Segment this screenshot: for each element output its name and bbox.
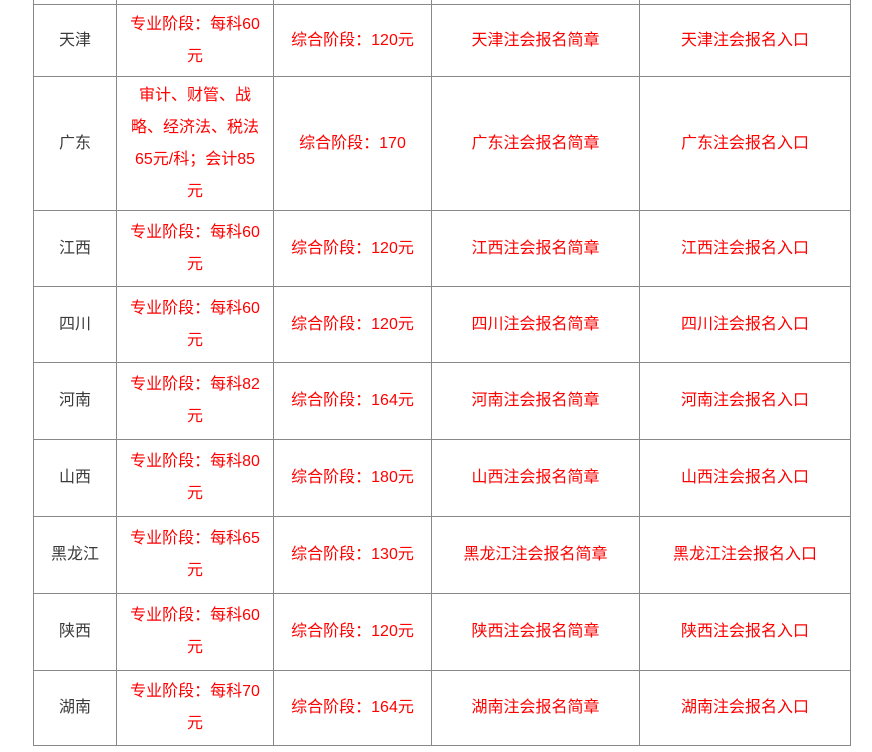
guide-link[interactable]: 山西注会报名简章	[471, 469, 600, 486]
guide-link[interactable]: 黑龙江注会报名简章	[463, 546, 608, 563]
table-row: 陕西 专业阶段：每科60 元 综合阶段：120元 陕西注会报名简章 陕西注会报名…	[33, 593, 851, 671]
comprehensive-fee-cell: 综合阶段：130元	[273, 516, 432, 594]
entry-cell: 陕西注会报名入口	[639, 593, 851, 671]
province-cell: 湖南	[33, 670, 117, 746]
comprehensive-fee-cell: 综合阶段：120元	[273, 210, 432, 287]
province-cell: 河南	[33, 362, 117, 440]
guide-cell: 四川注会报名简章	[431, 286, 640, 363]
province-cell: 陕西	[33, 593, 117, 671]
entry-link[interactable]: 山西注会报名入口	[680, 469, 809, 486]
guide-link[interactable]: 天津注会报名简章	[471, 31, 600, 49]
table-row: 江西 专业阶段：每科60 元 综合阶段：120元 江西注会报名简章 江西注会报名…	[33, 210, 851, 287]
guide-link[interactable]: 湖南注会报名简章	[471, 699, 600, 716]
province-cell: 山西	[33, 439, 117, 517]
comprehensive-fee-cell: 综合阶段：170	[273, 76, 432, 211]
professional-fee-cell: 专业阶段：每科60 元	[116, 593, 274, 671]
comprehensive-fee-cell: 综合阶段：120元	[273, 593, 432, 671]
entry-link[interactable]: 陕西注会报名入口	[680, 623, 809, 640]
professional-fee-cell: 专业阶段：每科80 元	[116, 439, 274, 517]
guide-cell: 陕西注会报名简章	[431, 593, 640, 671]
guide-cell: 天津注会报名简章	[431, 4, 640, 77]
professional-fee-cell: 专业阶段：每科82 元	[116, 362, 274, 440]
entry-cell: 江西注会报名入口	[639, 210, 851, 287]
province-cell: 江西	[33, 210, 117, 287]
table-row: 天津 专业阶段：每科60 元 综合阶段：120元 天津注会报名简章 天津注会报名…	[33, 4, 851, 77]
comprehensive-fee-cell: 综合阶段：120元	[273, 286, 432, 363]
entry-cell: 黑龙江注会报名入口	[639, 516, 851, 594]
province-cell: 广东	[33, 76, 117, 211]
table-row: 广东 审计、财管、战 略、经济法、税法 65元/科；会计85 元 综合阶段：17…	[33, 76, 851, 211]
entry-link[interactable]: 江西注会报名入口	[680, 239, 809, 257]
comprehensive-fee-cell: 综合阶段：164元	[273, 670, 432, 746]
guide-cell: 湖南注会报名简章	[431, 670, 640, 746]
entry-link[interactable]: 四川注会报名入口	[680, 315, 809, 333]
entry-cell: 湖南注会报名入口	[639, 670, 851, 746]
entry-cell: 天津注会报名入口	[639, 4, 851, 77]
guide-cell: 广东注会报名简章	[431, 76, 640, 211]
professional-fee-cell: 专业阶段：每科60 元	[116, 210, 274, 287]
professional-fee-cell: 专业阶段：每科60 元	[116, 286, 274, 363]
table-row: 黑龙江 专业阶段：每科65 元 综合阶段：130元 黑龙江注会报名简章 黑龙江注…	[33, 516, 851, 594]
table-row: 山西 专业阶段：每科80 元 综合阶段：180元 山西注会报名简章 山西注会报名…	[33, 439, 851, 517]
entry-link[interactable]: 黑龙江注会报名入口	[672, 546, 817, 563]
guide-cell: 河南注会报名简章	[431, 362, 640, 440]
professional-fee-cell: 专业阶段：每科60 元	[116, 4, 274, 77]
professional-fee-cell: 专业阶段：每科70 元	[116, 670, 274, 746]
fee-table-wrapper: 天津 专业阶段：每科60 元 综合阶段：120元 天津注会报名简章 天津注会报名…	[33, 0, 851, 750]
table-row: 河南 专业阶段：每科82 元 综合阶段：164元 河南注会报名简章 河南注会报名…	[33, 362, 851, 440]
province-cell: 黑龙江	[33, 516, 117, 594]
guide-cell: 山西注会报名简章	[431, 439, 640, 517]
guide-link[interactable]: 江西注会报名简章	[471, 239, 600, 257]
guide-link[interactable]: 四川注会报名简章	[471, 315, 600, 333]
comprehensive-fee-cell: 综合阶段：164元	[273, 362, 432, 440]
guide-link[interactable]: 陕西注会报名简章	[471, 623, 600, 640]
professional-fee-cell: 审计、财管、战 略、经济法、税法 65元/科；会计85 元	[116, 76, 274, 211]
entry-cell: 山西注会报名入口	[639, 439, 851, 517]
comprehensive-fee-cell: 综合阶段：180元	[273, 439, 432, 517]
entry-link[interactable]: 湖南注会报名入口	[680, 699, 809, 716]
comprehensive-fee-cell: 综合阶段：120元	[273, 4, 432, 77]
guide-link[interactable]: 广东注会报名简章	[471, 134, 600, 152]
province-cell: 四川	[33, 286, 117, 363]
province-cell: 天津	[33, 4, 117, 77]
entry-cell: 四川注会报名入口	[639, 286, 851, 363]
entry-link[interactable]: 广东注会报名入口	[680, 134, 809, 152]
entry-cell: 广东注会报名入口	[639, 76, 851, 211]
guide-link[interactable]: 河南注会报名简章	[471, 392, 600, 409]
table-row: 湖南 专业阶段：每科70 元 综合阶段：164元 湖南注会报名简章 湖南注会报名…	[33, 670, 851, 746]
professional-fee-cell: 专业阶段：每科65 元	[116, 516, 274, 594]
entry-link[interactable]: 天津注会报名入口	[680, 31, 809, 49]
guide-cell: 江西注会报名简章	[431, 210, 640, 287]
table-row: 四川 专业阶段：每科60 元 综合阶段：120元 四川注会报名简章 四川注会报名…	[33, 286, 851, 363]
guide-cell: 黑龙江注会报名简章	[431, 516, 640, 594]
entry-cell: 河南注会报名入口	[639, 362, 851, 440]
registration-fee-table: 天津 专业阶段：每科60 元 综合阶段：120元 天津注会报名简章 天津注会报名…	[33, 0, 851, 746]
entry-link[interactable]: 河南注会报名入口	[680, 392, 809, 409]
